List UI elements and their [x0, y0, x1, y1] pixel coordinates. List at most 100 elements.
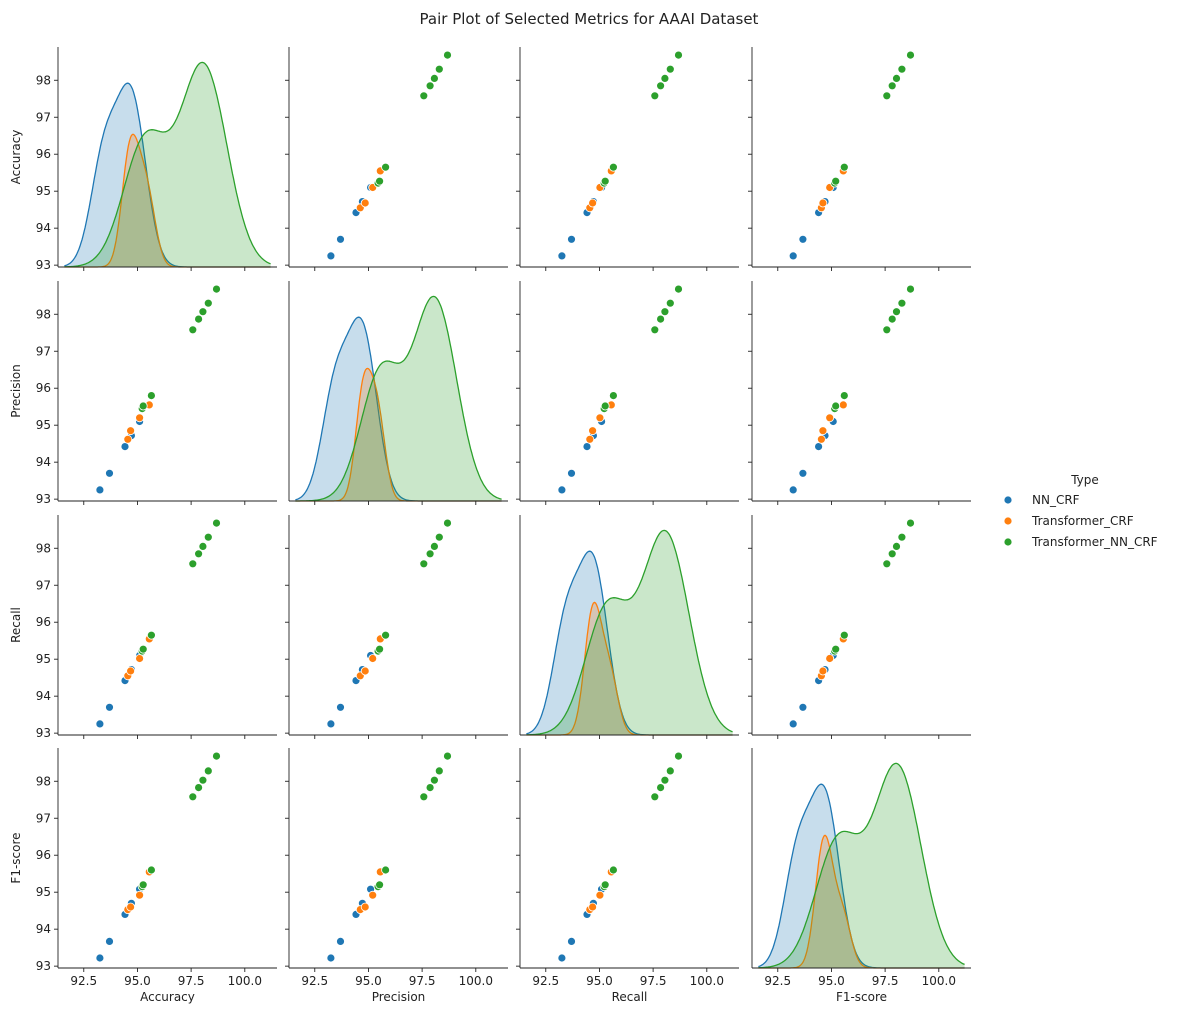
point-transformer-crf — [818, 666, 828, 676]
legend-label: NN_CRF — [1032, 493, 1080, 507]
point-transformer-nn-crf — [212, 284, 221, 294]
point-transformer-nn-crf — [660, 775, 670, 785]
point-transformer-crf — [126, 666, 136, 676]
y-tick-label: 96 — [36, 147, 51, 161]
point-transformer-nn-crf — [443, 751, 452, 761]
point-transformer-nn-crf — [381, 630, 391, 640]
point-transformer-nn-crf — [425, 783, 435, 792]
point-transformer-nn-crf — [138, 644, 148, 654]
y-axis-label: F1-score — [9, 832, 23, 883]
point-transformer-nn-crf — [665, 766, 675, 776]
x-tick-label: 95.0 — [355, 974, 382, 988]
panel-f1-score-vs-accuracy: 92.5 95.0 97.5 100.0 93 94 95 96 97 98 Accuracy F1-… — [9, 748, 277, 1004]
kde-area-transformer-nn-crf — [758, 763, 965, 968]
x-tick-label: 95.0 — [124, 974, 151, 988]
point-transformer-nn-crf — [665, 64, 675, 74]
point-transformer-crf — [588, 902, 597, 912]
point-transformer-nn-crf — [194, 783, 204, 792]
point-transformer-nn-crf — [138, 401, 148, 411]
point-transformer-nn-crf — [906, 50, 915, 60]
panel-precision-vs-precision — [288, 281, 508, 505]
y-tick-label: 93 — [36, 492, 51, 506]
point-transformer-crf — [135, 654, 145, 663]
point-transformer-nn-crf — [660, 307, 670, 317]
point-transformer-nn-crf — [212, 518, 221, 528]
y-tick-label: 97 — [36, 344, 51, 358]
legend-marker — [1003, 495, 1013, 505]
point-transformer-nn-crf — [198, 775, 208, 785]
point-transformer-nn-crf — [650, 325, 660, 335]
point-transformer-nn-crf — [434, 532, 444, 542]
x-tick-label: 92.5 — [532, 974, 559, 988]
point-transformer-crf — [825, 654, 835, 663]
point-transformer-nn-crf — [897, 298, 907, 308]
panel-accuracy-vs-accuracy: 93 94 95 96 97 98 Accuracy — [9, 47, 277, 272]
panel-accuracy-vs-precision — [285, 47, 508, 271]
point-transformer-nn-crf — [831, 176, 841, 186]
point-transformer-crf — [360, 666, 370, 676]
point-transformer-crf — [360, 902, 370, 912]
point-transformer-nn-crf — [381, 865, 391, 875]
y-tick-label: 95 — [36, 652, 51, 666]
point-transformer-nn-crf — [434, 64, 444, 74]
point-transformer-nn-crf — [425, 81, 435, 91]
point-transformer-crf — [838, 400, 848, 410]
point-transformer-nn-crf — [419, 91, 429, 101]
point-nn-crf — [105, 702, 114, 712]
point-transformer-nn-crf — [203, 298, 213, 308]
point-nn-crf — [557, 953, 567, 963]
legend-marker — [1003, 516, 1013, 526]
point-transformer-nn-crf — [188, 559, 198, 569]
kde-area-nn-crf — [295, 317, 502, 501]
point-transformer-crf — [817, 434, 826, 444]
point-nn-crf — [336, 937, 345, 946]
panel-precision-vs-f1-score — [748, 281, 971, 505]
point-transformer-crf — [588, 198, 597, 208]
kde-area-nn-crf — [526, 551, 733, 735]
point-transformer-crf — [595, 413, 605, 423]
point-nn-crf — [95, 719, 105, 729]
point-transformer-nn-crf — [892, 74, 901, 83]
point-nn-crf — [567, 468, 576, 478]
y-tick-label: 98 — [36, 774, 51, 788]
point-transformer-nn-crf — [146, 391, 156, 401]
point-transformer-crf — [123, 434, 133, 444]
kde-area-nn-crf — [64, 83, 271, 267]
point-transformer-nn-crf — [198, 542, 208, 551]
point-nn-crf — [557, 485, 567, 495]
point-transformer-crf — [360, 198, 370, 208]
legend-item-transformer-crf: Transformer_CRF — [1003, 514, 1134, 528]
x-tick-label: 97.5 — [409, 974, 436, 988]
panel-grid: 93 94 95 96 97 98 Accuracy 93 94 95 96 97 98 Precisio… — [9, 47, 971, 1004]
y-tick-label: 96 — [36, 848, 51, 862]
point-transformer-nn-crf — [429, 542, 439, 551]
x-tick-label: 100.0 — [690, 974, 724, 988]
point-transformer-nn-crf — [429, 74, 439, 83]
point-nn-crf — [567, 937, 576, 946]
point-nn-crf — [326, 953, 336, 963]
point-transformer-crf — [368, 654, 378, 663]
point-transformer-crf — [126, 426, 136, 436]
y-tick-label: 94 — [36, 455, 51, 469]
point-transformer-nn-crf — [375, 644, 385, 654]
legend-title: Type — [1070, 473, 1099, 487]
point-transformer-crf — [585, 434, 595, 444]
y-axis-label: Accuracy — [9, 130, 23, 185]
panel-f1-score-vs-recall: 92.5 95.0 97.5 100.0 Recall — [516, 748, 739, 1004]
point-transformer-nn-crf — [882, 559, 892, 569]
point-nn-crf — [105, 937, 114, 946]
point-nn-crf — [788, 485, 798, 495]
y-tick-label: 96 — [36, 381, 51, 395]
point-transformer-crf — [135, 413, 145, 423]
y-axis-label: Precision — [9, 364, 23, 418]
point-transformer-nn-crf — [600, 176, 610, 186]
point-transformer-nn-crf — [674, 284, 683, 294]
point-transformer-nn-crf — [443, 518, 452, 528]
panel-accuracy-vs-recall — [516, 47, 739, 271]
x-tick-label: 95.0 — [586, 974, 613, 988]
point-transformer-nn-crf — [419, 792, 429, 802]
point-nn-crf — [95, 485, 105, 495]
point-transformer-crf — [588, 426, 597, 436]
point-transformer-nn-crf — [656, 314, 665, 324]
